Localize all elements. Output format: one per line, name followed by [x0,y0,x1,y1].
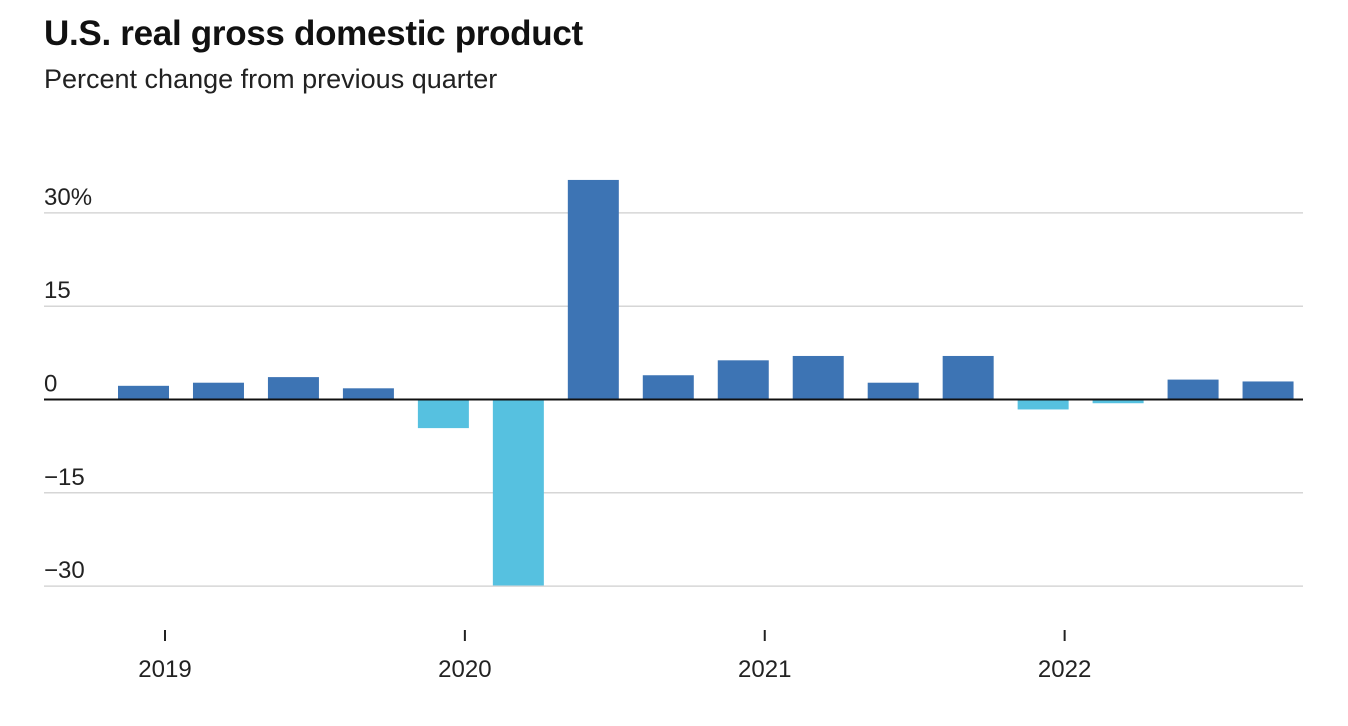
bar-2021-q2 [792,355,844,400]
x-tick-label: 2021 [738,656,791,683]
x-axis: 2019 2020 2021 2022 [138,630,1091,683]
bar-2022-q1 [1017,399,1069,410]
bar-2021-q3 [867,382,919,400]
x-tick-label: 2022 [1038,656,1091,683]
y-tick-label: 15 [44,277,71,304]
bar-2020-q3 [567,179,619,400]
bar-2019-q3 [267,377,319,400]
bar-2020-q4 [642,375,694,400]
bar-2021-q1 [717,360,769,400]
bar-2022-q4 [1242,381,1294,400]
y-tick-label: 0 [44,371,57,398]
bar-2019-q2 [192,382,244,400]
bar-2019-q1 [118,385,169,400]
bar-2021-q4 [942,355,994,400]
bar-2020-q1 [417,399,469,429]
x-tick-label: 2020 [438,656,491,683]
y-tick-label: −30 [44,557,85,584]
gridlines [44,212,1303,587]
bar-2019-q4 [342,388,394,400]
bar-2020-q2 [492,399,544,586]
y-tick-label: 30% [44,184,92,211]
chart-title: U.S. real gross domestic product [44,14,583,53]
bar-2022-q2 [1092,399,1144,404]
x-tick-label: 2019 [138,656,191,683]
chart-subtitle: Percent change from previous quarter [44,64,498,94]
bars [118,179,1294,586]
y-tick-label: −15 [44,464,85,491]
bar-2022-q3 [1167,379,1219,400]
y-axis-labels: 30% 15 0 −15 −30 [44,184,92,584]
